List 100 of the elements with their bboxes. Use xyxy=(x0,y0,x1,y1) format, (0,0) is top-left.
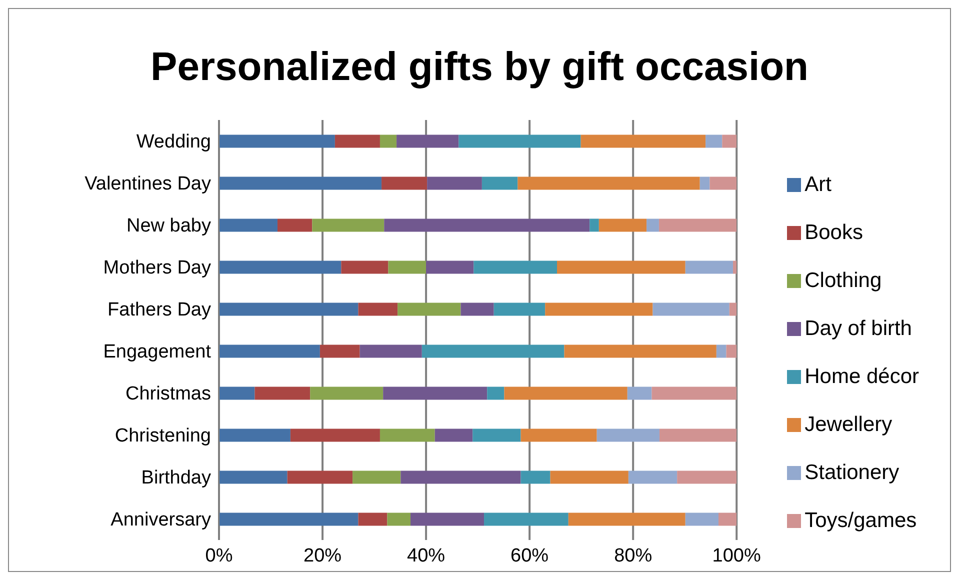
bar xyxy=(434,428,473,442)
bar xyxy=(277,218,312,232)
bar xyxy=(482,176,518,190)
bar xyxy=(388,260,426,274)
bar xyxy=(398,302,461,316)
y-tick-label: Valentines Day xyxy=(84,174,212,195)
bar xyxy=(659,428,737,442)
bar xyxy=(380,134,397,148)
y-tick-label: Engagement xyxy=(103,342,212,363)
bar xyxy=(310,386,384,400)
bar xyxy=(219,512,358,526)
bar xyxy=(384,218,590,232)
bar xyxy=(598,218,647,232)
bar xyxy=(487,386,504,400)
bar xyxy=(710,176,737,190)
bar xyxy=(646,218,659,232)
bar xyxy=(380,428,435,442)
bar xyxy=(219,218,278,232)
y-tick-label: Fathers Day xyxy=(108,300,212,321)
bar xyxy=(564,344,716,358)
bar xyxy=(596,428,660,442)
bar xyxy=(726,344,737,358)
bar xyxy=(627,386,652,400)
bar xyxy=(334,134,380,148)
bar xyxy=(504,386,628,400)
y-tick-label: Wedding xyxy=(136,132,211,153)
bar xyxy=(677,470,737,484)
y-tick-label: Christmas xyxy=(125,384,211,405)
bar xyxy=(219,176,382,190)
bar xyxy=(396,134,459,148)
x-tick-label: 0% xyxy=(205,545,233,566)
bar xyxy=(254,386,310,400)
y-tick-label: New baby xyxy=(126,216,212,237)
bar xyxy=(360,344,422,358)
legend-label: Jewellery xyxy=(804,412,892,436)
legend-label: Books xyxy=(804,220,863,244)
bar xyxy=(458,134,581,148)
bar xyxy=(219,302,358,316)
bar xyxy=(474,260,557,274)
bar xyxy=(545,302,653,316)
bar xyxy=(628,470,678,484)
y-tick-label: Birthday xyxy=(141,468,212,489)
bar xyxy=(400,470,521,484)
bar xyxy=(219,344,320,358)
bar xyxy=(472,428,521,442)
bar xyxy=(426,260,474,274)
bar xyxy=(722,134,737,148)
bar xyxy=(219,134,335,148)
bar xyxy=(410,512,484,526)
bar xyxy=(382,176,428,190)
legend-label: Toys/games xyxy=(804,508,917,532)
bar xyxy=(219,470,288,484)
legend-label: Day of birth xyxy=(804,316,912,340)
bar xyxy=(219,428,290,442)
bar xyxy=(422,344,564,358)
bar xyxy=(219,386,255,400)
y-tick-label: Anniversary xyxy=(110,510,212,531)
bar xyxy=(290,428,380,442)
bar xyxy=(732,260,737,274)
x-tick-label: 60% xyxy=(510,545,549,566)
bar xyxy=(383,386,488,400)
bar xyxy=(716,344,726,358)
x-tick-label: 80% xyxy=(614,545,652,566)
bar xyxy=(550,470,628,484)
bar xyxy=(352,470,401,484)
bar xyxy=(580,134,706,148)
legend-label: Clothing xyxy=(804,268,882,292)
bar xyxy=(341,260,388,274)
bar xyxy=(520,470,550,484)
y-tick-label: Mothers Day xyxy=(103,258,212,279)
legend-label: Home décor xyxy=(804,364,919,388)
bar xyxy=(652,386,737,400)
y-tick-label: Christening xyxy=(114,426,211,447)
x-tick-label: 40% xyxy=(407,545,446,566)
bar xyxy=(520,428,597,442)
legend-label: Art xyxy=(804,172,832,196)
bar xyxy=(557,260,686,274)
legend-label: Stationery xyxy=(804,460,900,484)
bar xyxy=(494,302,546,316)
bar xyxy=(484,512,568,526)
bar xyxy=(518,176,700,190)
bar xyxy=(460,302,494,316)
bar xyxy=(685,260,733,274)
bar xyxy=(387,512,411,526)
bar xyxy=(320,344,360,358)
bar xyxy=(358,302,398,316)
bar xyxy=(219,260,342,274)
x-tick-label: 100% xyxy=(712,545,762,566)
bar xyxy=(652,302,730,316)
bar xyxy=(718,512,737,526)
bar xyxy=(706,134,722,148)
chart-title: Personalized gifts by gift occasion xyxy=(150,44,810,91)
bar xyxy=(729,302,737,316)
bar xyxy=(658,218,737,232)
bar xyxy=(590,218,599,232)
bar xyxy=(568,512,686,526)
bar xyxy=(312,218,384,232)
bar xyxy=(358,512,388,526)
bar xyxy=(427,176,482,190)
x-tick-label: 20% xyxy=(304,545,342,566)
